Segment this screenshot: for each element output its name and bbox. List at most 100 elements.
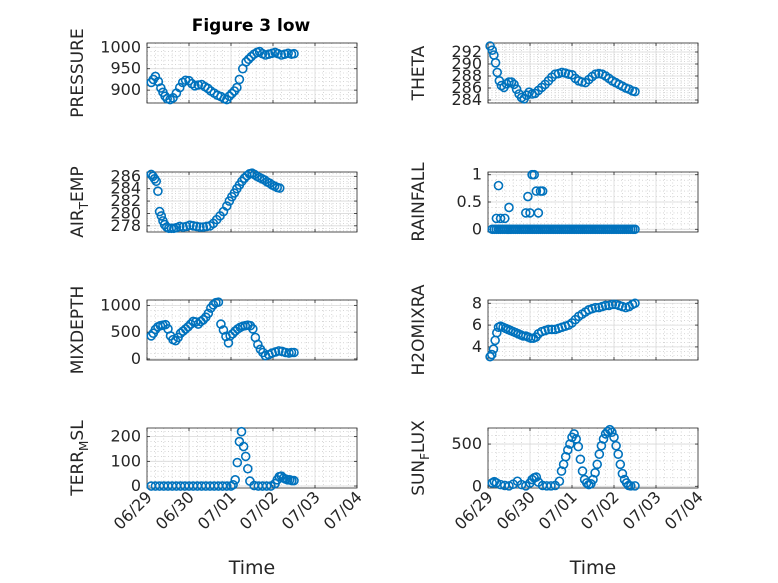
data-point (240, 451, 251, 462)
y-tick-label: 0.5 (457, 192, 482, 211)
x-tick-label: 06/30 (493, 487, 539, 533)
data-point (533, 208, 544, 218)
x-tick-label: 07/04 (320, 487, 366, 533)
data-point (562, 445, 573, 455)
data-point (153, 186, 163, 196)
axes-box (487, 427, 699, 489)
data-point (492, 67, 503, 78)
data-point (611, 440, 621, 451)
data-point (504, 202, 514, 213)
data-point (529, 169, 540, 180)
data-point (594, 449, 605, 459)
data-point (236, 426, 247, 437)
major-grid (488, 428, 698, 488)
y-tick-label: 0 (472, 219, 482, 238)
data-point (575, 454, 586, 465)
major-grid (488, 300, 698, 360)
data-point (234, 74, 245, 85)
y-tick-label: 284 (451, 90, 482, 109)
data-point (590, 467, 600, 478)
axes-box (487, 299, 699, 361)
y-axis-label: PRESSURE (68, 28, 88, 117)
data-point (630, 298, 640, 309)
data-point (180, 324, 191, 334)
data-point (537, 186, 548, 196)
x-tick-label: 07/03 (619, 487, 665, 533)
data-point (506, 77, 517, 87)
data-point (241, 57, 251, 67)
y-tick-label: 4 (472, 337, 482, 356)
subplot-sun_flux: 050006/2906/3007/0107/0207/0307/04TimeSU… (409, 420, 707, 579)
series-markers (146, 426, 299, 491)
data-point (274, 183, 285, 193)
axes-box (146, 42, 358, 104)
x-tick-label: 07/02 (577, 487, 623, 533)
data-point (253, 339, 263, 350)
x-axis-label: Time (228, 557, 276, 579)
y-tick-label: 0 (131, 349, 141, 368)
y-tick-label: 280 (110, 203, 141, 222)
y-axis-label: SUNFLUX (409, 420, 432, 496)
data-point (149, 174, 160, 184)
y-axis-label: MIXDEPTH (68, 286, 88, 375)
data-point (604, 424, 615, 435)
minor-grid (488, 428, 698, 488)
data-point (289, 475, 299, 486)
y-tick-label: 900 (110, 80, 141, 99)
data-point (598, 434, 609, 444)
data-point (213, 297, 224, 307)
y-tick-label: 1000 (100, 37, 141, 56)
subplot-mixdepth: 0 500 1000 MIXDEPTH (68, 286, 358, 375)
data-point (203, 83, 213, 94)
data-point (543, 324, 554, 335)
data-point (264, 178, 275, 188)
axes-box (146, 299, 358, 361)
data-point (243, 463, 253, 474)
data-point (607, 427, 617, 438)
data-point (495, 213, 506, 224)
x-tick-label: 07/02 (236, 487, 282, 533)
data-point (630, 481, 640, 491)
y-tick-label: 290 (451, 54, 482, 73)
data-point (531, 186, 542, 196)
data-point (150, 71, 161, 82)
data-point (625, 481, 636, 491)
data-point (496, 80, 507, 91)
data-point (488, 344, 499, 354)
y-tick-label: 0 (472, 476, 482, 495)
data-point (577, 466, 588, 476)
y-tick-label: 500 (110, 322, 141, 341)
data-point (232, 82, 242, 93)
data-point (146, 331, 156, 341)
major-grid (147, 428, 357, 488)
data-point (222, 481, 232, 491)
data-point (259, 175, 270, 185)
data-point (225, 331, 235, 341)
y-tick-label: 200 (110, 427, 141, 446)
y-axis-label: H2OMIXRA (409, 284, 429, 375)
data-point (590, 302, 601, 313)
data-point (216, 319, 226, 329)
data-point (289, 48, 299, 59)
data-point (289, 347, 299, 358)
y-tick-label: 6 (472, 315, 482, 334)
y-tick-label: 8 (472, 293, 482, 312)
y-axis-label: AIRTEMP (68, 166, 91, 237)
series-markers (485, 298, 640, 362)
data-point (523, 191, 533, 202)
x-axis-label: Time (569, 557, 617, 579)
x-tick-label: 07/01 (535, 487, 581, 533)
series-markers (146, 168, 285, 234)
y-tick-label: 284 (110, 179, 141, 198)
data-point (261, 481, 272, 491)
data-point (154, 206, 165, 217)
data-point (592, 459, 603, 470)
x-tick-label: 07/01 (194, 487, 240, 533)
subplot-terr_msl: 010020006/2906/3007/0107/0207/0307/04Tim… (68, 420, 366, 579)
axes-box (146, 427, 358, 489)
data-point (609, 432, 619, 443)
data-point (486, 349, 497, 360)
subplot-h2omixra: 4 6 8 H2OMIXRA (409, 284, 699, 376)
data-point (184, 75, 194, 86)
